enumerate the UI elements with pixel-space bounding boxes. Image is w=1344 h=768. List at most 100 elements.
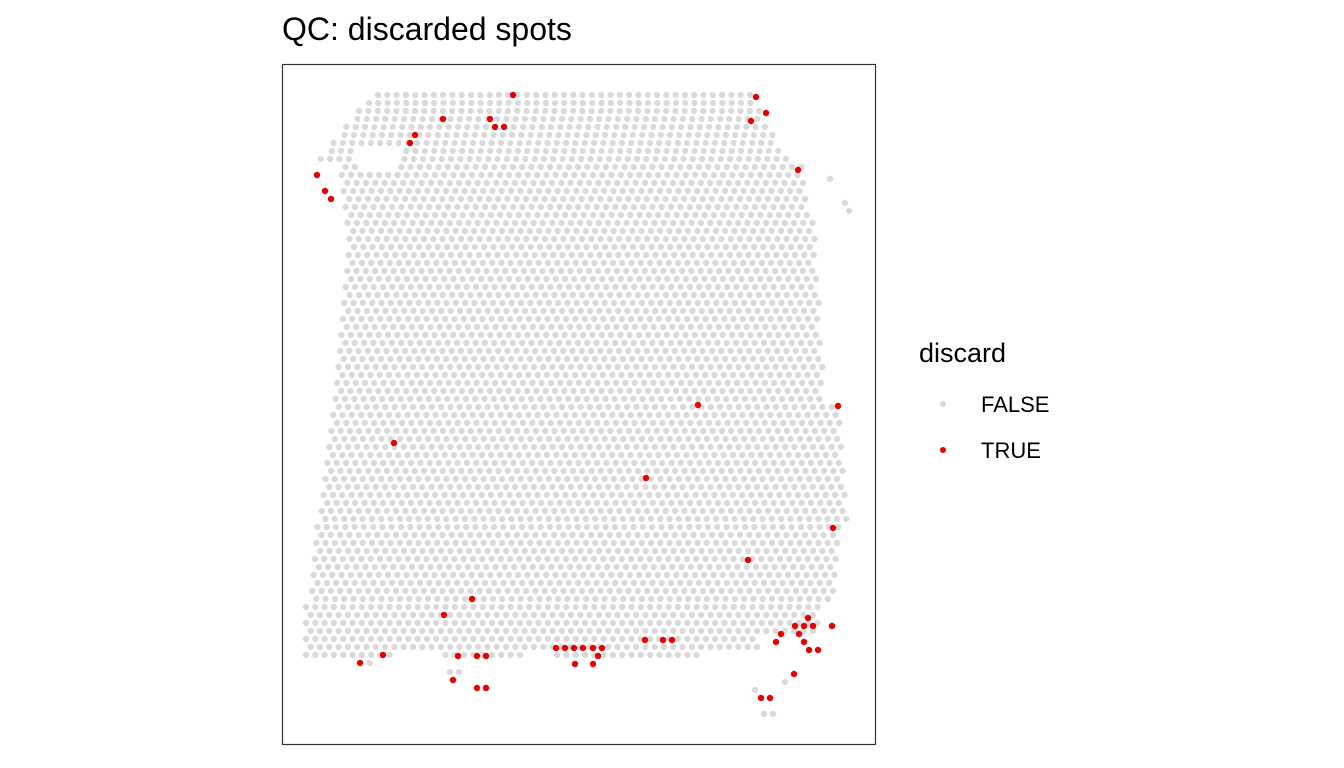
false-spot — [677, 499, 684, 507]
false-spot — [454, 163, 461, 171]
false-spot — [635, 91, 642, 99]
false-spot — [676, 243, 683, 251]
false-spot — [733, 203, 740, 211]
false-spot — [778, 539, 785, 547]
false-spot — [726, 363, 733, 371]
false-spot — [488, 651, 496, 659]
false-spot — [602, 339, 609, 347]
false-spot — [698, 611, 705, 619]
false-spot — [695, 395, 702, 403]
false-spot — [558, 627, 565, 635]
false-spot — [420, 347, 427, 355]
false-spot — [408, 563, 415, 571]
false-spot — [476, 195, 483, 203]
false-spot — [452, 595, 459, 603]
false-spot — [653, 427, 660, 435]
false-spot — [471, 435, 478, 443]
false-spot — [761, 419, 768, 427]
false-spot — [453, 131, 460, 139]
false-spot — [728, 91, 735, 99]
false-spot — [413, 371, 420, 379]
false-spot — [737, 99, 745, 107]
false-spot — [772, 179, 779, 187]
false-spot — [745, 155, 752, 163]
false-spot — [369, 299, 376, 307]
false-spot — [683, 371, 690, 379]
false-spot — [655, 555, 663, 563]
false-spot — [583, 395, 590, 403]
false-spot — [455, 179, 463, 187]
false-spot — [516, 603, 524, 611]
false-spot — [418, 267, 425, 275]
false-spot — [554, 635, 561, 643]
false-spot — [459, 275, 466, 283]
false-spot — [530, 627, 538, 635]
false-spot — [828, 443, 835, 451]
false-spot — [472, 339, 479, 347]
false-spot — [761, 379, 769, 387]
false-spot — [335, 403, 342, 411]
false-spot — [452, 539, 459, 547]
false-spot — [625, 587, 632, 595]
false-spot — [463, 203, 470, 211]
false-spot — [593, 523, 600, 531]
false-spot — [684, 259, 691, 267]
false-spot — [446, 267, 453, 275]
false-spot — [647, 651, 654, 659]
false-spot — [640, 163, 647, 171]
false-spot — [378, 299, 385, 307]
false-spot — [454, 419, 461, 427]
false-spot — [737, 91, 744, 99]
false-spot — [759, 595, 766, 603]
false-spot — [714, 339, 721, 347]
false-spot — [758, 555, 765, 563]
false-spot — [776, 491, 783, 499]
false-spot — [383, 235, 390, 243]
false-spot — [672, 387, 680, 395]
false-spot — [700, 99, 707, 107]
false-spot — [423, 139, 430, 147]
false-spot — [815, 299, 822, 307]
false-spot — [674, 651, 682, 659]
false-spot — [598, 91, 605, 99]
false-spot — [484, 547, 491, 555]
false-spot — [340, 603, 347, 611]
false-spot — [571, 411, 579, 419]
false-spot — [767, 411, 774, 419]
false-spot — [520, 323, 527, 331]
false-spot — [741, 395, 749, 403]
false-spot — [610, 299, 618, 307]
false-spot — [487, 211, 494, 219]
false-spot — [348, 211, 355, 219]
true-spot — [805, 646, 813, 654]
false-spot — [794, 275, 801, 283]
false-spot — [408, 323, 415, 331]
false-spot — [432, 315, 439, 323]
false-spot — [648, 131, 655, 139]
false-spot — [337, 427, 344, 435]
false-spot — [774, 507, 781, 515]
false-spot — [663, 107, 670, 115]
false-spot — [795, 603, 803, 611]
false-spot — [492, 563, 499, 571]
false-spot — [374, 427, 381, 435]
false-spot — [486, 387, 493, 395]
true-spot — [800, 638, 808, 646]
false-spot — [718, 195, 725, 203]
false-spot — [592, 539, 599, 547]
false-spot — [556, 163, 563, 171]
false-spot — [761, 203, 768, 211]
false-spot — [480, 475, 487, 483]
false-spot — [371, 379, 378, 387]
false-spot — [623, 643, 630, 651]
false-spot — [556, 339, 563, 347]
false-spot — [619, 635, 626, 643]
false-spot — [551, 291, 558, 299]
false-spot — [535, 315, 542, 323]
false-spot — [554, 355, 561, 363]
false-spot — [349, 555, 356, 563]
false-spot — [740, 355, 747, 363]
false-spot — [753, 179, 760, 187]
false-spot — [590, 371, 597, 379]
false-spot — [466, 307, 473, 315]
